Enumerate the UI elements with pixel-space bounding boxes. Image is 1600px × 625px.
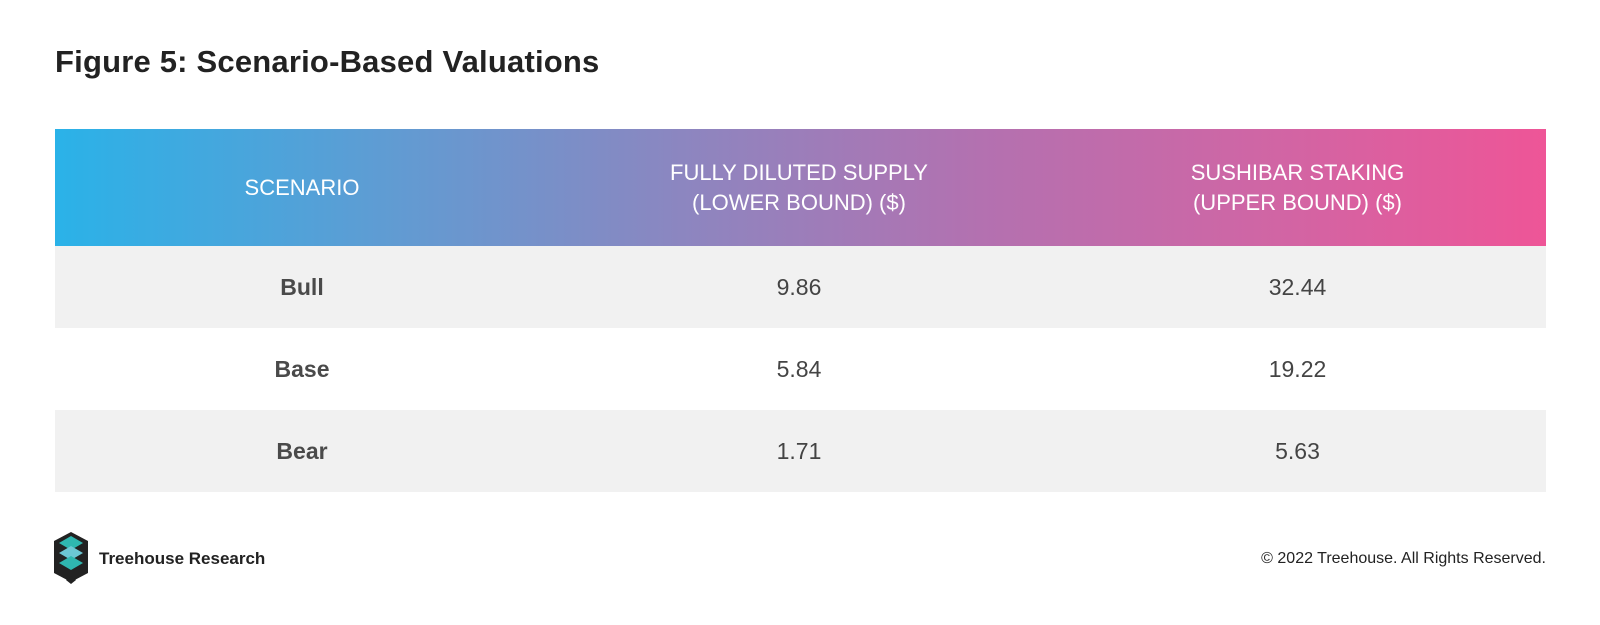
scenario-cell: Bull xyxy=(280,273,324,300)
table-row: Base 5.84 19.22 xyxy=(55,328,1546,410)
lower-bound-cell: 1.71 xyxy=(776,437,822,464)
upper-bound-cell: 32.44 xyxy=(1268,273,1327,300)
lower-bound-cell: 5.84 xyxy=(776,355,822,382)
upper-bound-cell: 19.22 xyxy=(1268,355,1327,382)
column-header-fully-diluted-supply: FULLY DILUTED SUPPLY (LOWER BOUND) ($) xyxy=(670,159,928,215)
brand-name: Treehouse Research xyxy=(99,549,266,568)
table-row: Bear 1.71 5.63 xyxy=(55,410,1546,492)
scenario-cell: Bear xyxy=(276,437,328,464)
column-header-scenario: SCENARIO xyxy=(244,174,360,200)
copyright-text: © 2022 Treehouse. All Rights Reserved. xyxy=(1261,550,1546,567)
scenario-cell: Base xyxy=(274,355,330,382)
valuation-table: SCENARIO FULLY DILUTED SUPPLY (LOWER BOU… xyxy=(55,129,1546,492)
table-row: Bull 9.86 32.44 xyxy=(55,246,1546,328)
table-header: SCENARIO FULLY DILUTED SUPPLY (LOWER BOU… xyxy=(55,129,1546,246)
lower-bound-cell: 9.86 xyxy=(776,273,822,300)
column-header-sushibar-staking: SUSHIBAR STAKING (UPPER BOUND) ($) xyxy=(1190,159,1405,215)
treehouse-logo-icon xyxy=(54,532,88,584)
figure-title: Figure 5: Scenario-Based Valuations xyxy=(55,44,600,79)
upper-bound-cell: 5.63 xyxy=(1275,437,1320,464)
